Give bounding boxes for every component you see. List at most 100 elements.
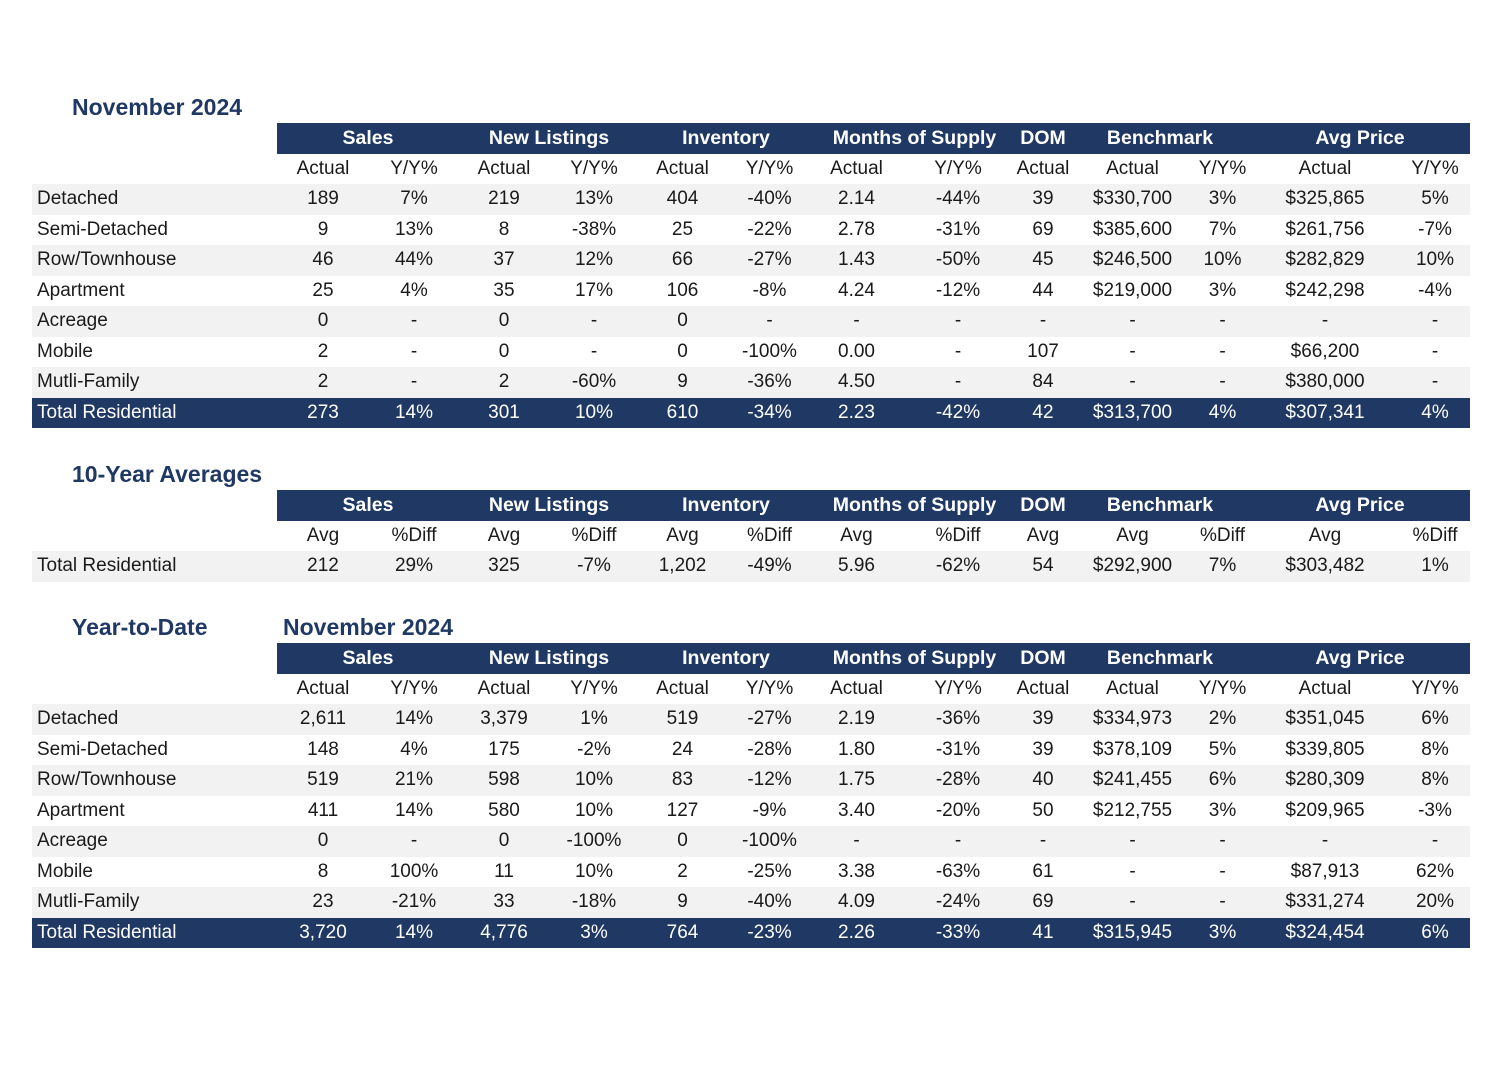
table-cell: 10% [549, 795, 639, 826]
group-header: Sales [277, 123, 459, 154]
group-header: Sales [277, 643, 459, 674]
total-cell: -23% [726, 917, 813, 948]
table-cell: - [1195, 856, 1250, 887]
column-subheader: Actual [1070, 673, 1195, 704]
column-subheader: Actual [813, 153, 900, 184]
table-cell: 2.78 [813, 214, 900, 245]
table-cell: 39 [1016, 184, 1070, 215]
table-cell: 62% [1400, 856, 1470, 887]
group-header-row: Sales New Listings Inventory Months of Supp… [32, 490, 1470, 521]
table-cell: 10% [1195, 245, 1250, 276]
table-cell: 37 [459, 245, 549, 276]
group-header: DOM [1016, 490, 1070, 521]
table-cell: -8% [726, 275, 813, 306]
row-label: Semi-Detached [32, 214, 277, 245]
table-cell: 84 [1016, 367, 1070, 398]
row-label: Mutli-Family [32, 887, 277, 918]
table-cell: 66 [639, 245, 726, 276]
table-cell: -12% [900, 275, 1016, 306]
table-cell: $303,482 [1250, 551, 1400, 582]
table-cell: 1.43 [813, 245, 900, 276]
table-cell: 35 [459, 275, 549, 306]
table-cell: 106 [639, 275, 726, 306]
table-cell: 9 [639, 367, 726, 398]
table-cell: -20% [900, 795, 1016, 826]
total-cell: 764 [639, 917, 726, 948]
table-cell: 0 [639, 826, 726, 857]
table-cell: - [369, 306, 459, 337]
table-cell: - [1070, 826, 1195, 857]
column-subheader: Actual [639, 673, 726, 704]
group-header-row: Sales New Listings Inventory Months of Supp… [32, 123, 1470, 154]
table-cell: 3% [1195, 795, 1250, 826]
table-row: Acreage 0-0-0- - - - - - - - [32, 306, 1470, 337]
table-cell: - [1195, 367, 1250, 398]
column-subheader: Avg [639, 520, 726, 551]
table-cell: 212 [277, 551, 369, 582]
group-header: Avg Price [1250, 643, 1470, 674]
row-label: Detached [32, 704, 277, 735]
table-cell: 0 [639, 306, 726, 337]
total-cell: -34% [726, 397, 813, 428]
subheader-row: Avg %Diff Avg %Diff Avg %Diff Avg %Diff Avg Avg %D… [32, 520, 1470, 551]
table-cell: 9 [277, 214, 369, 245]
table-cell: 6% [1400, 704, 1470, 735]
subheader-row: Actual Y/Y% Actual Y/Y% Actual Y/Y% Actual Y/Y%… [32, 153, 1470, 184]
table-cell: 40 [1016, 765, 1070, 796]
row-label: Detached [32, 184, 277, 215]
total-cell: 4% [1195, 397, 1250, 428]
table-cell: - [1070, 856, 1195, 887]
table-cell: $212,755 [1070, 795, 1195, 826]
table-cell: 3,379 [459, 704, 549, 735]
column-subheader: Y/Y% [726, 153, 813, 184]
table-cell: 8% [1400, 765, 1470, 796]
table-cell: 10% [1400, 245, 1470, 276]
total-cell: 4,776 [459, 917, 549, 948]
group-header: Inventory [639, 643, 813, 674]
table-cell: 10% [549, 765, 639, 796]
table-cell: - [1195, 887, 1250, 918]
table-row: Mobile 8 100% 11 10% 2 -25% 3.38 -63% 61- - $87,913… [32, 856, 1470, 887]
table-cell: -100% [726, 336, 813, 367]
table-cell: 3.40 [813, 795, 900, 826]
total-cell: 14% [369, 917, 459, 948]
column-subheader: Y/Y% [369, 673, 459, 704]
table-cell: 1.80 [813, 734, 900, 765]
column-subheader: %Diff [549, 520, 639, 551]
table-cell: 1,202 [639, 551, 726, 582]
total-cell: 2.23 [813, 397, 900, 428]
group-header: Benchmark [1070, 643, 1250, 674]
table-cell: $385,600 [1070, 214, 1195, 245]
table-cell: 46 [277, 245, 369, 276]
table-cell: -40% [726, 184, 813, 215]
table-cell: -18% [549, 887, 639, 918]
table-cell: -44% [900, 184, 1016, 215]
table-cell: 8% [1400, 734, 1470, 765]
column-subheader: Avg [277, 520, 369, 551]
table-cell: $242,298 [1250, 275, 1400, 306]
table-cell: -100% [549, 826, 639, 857]
table-cell: 29% [369, 551, 459, 582]
table-cell: -50% [900, 245, 1016, 276]
table-cell: 5.96 [813, 551, 900, 582]
table-cell: -7% [1400, 214, 1470, 245]
table-cell: 44 [1016, 275, 1070, 306]
table-cell: $380,000 [1250, 367, 1400, 398]
row-label: Mobile [32, 856, 277, 887]
ten-year-averages-table: Sales New Listings Inventory Months of Supp… [32, 490, 1470, 582]
table-cell: -7% [549, 551, 639, 582]
total-cell: 3% [549, 917, 639, 948]
ytd-stats-table: Sales New Listings Inventory Months of Supp… [32, 643, 1470, 948]
table-cell: $261,756 [1250, 214, 1400, 245]
table-cell: 50 [1016, 795, 1070, 826]
table-cell: 2 [277, 336, 369, 367]
table-row: Row/Townhouse 46 44% 37 12% 66 -27% 1.43 -50% 45 $… [32, 245, 1470, 276]
table-cell: $378,109 [1070, 734, 1195, 765]
row-label: Acreage [32, 826, 277, 857]
table-cell: 54 [1016, 551, 1070, 582]
table-cell: 44% [369, 245, 459, 276]
total-cell: 42 [1016, 397, 1070, 428]
table-cell: -31% [900, 214, 1016, 245]
group-header: Inventory [639, 490, 813, 521]
table-cell: 0 [277, 306, 369, 337]
